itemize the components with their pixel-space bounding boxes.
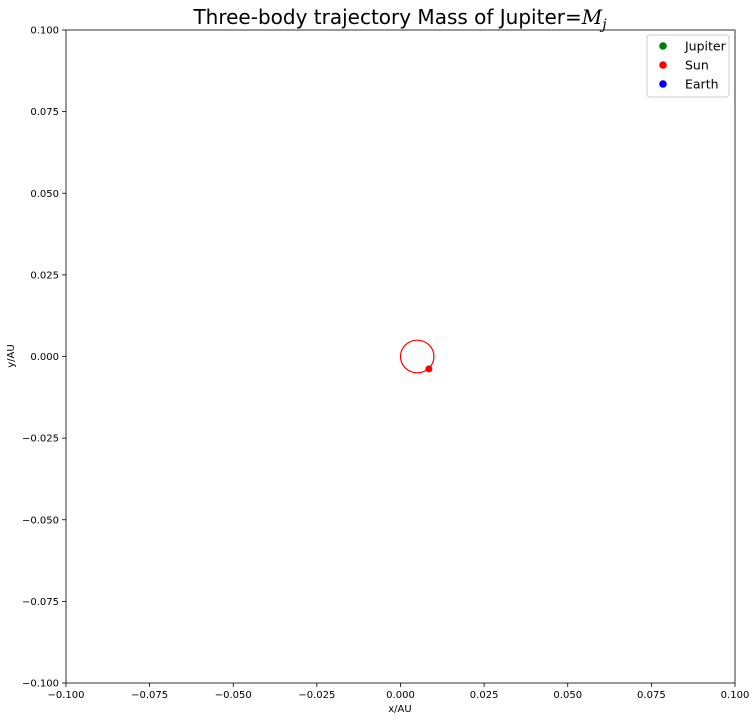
x-tick-label: 0.050	[553, 690, 582, 701]
legend-box	[646, 34, 730, 98]
chart-title-text: Three-body trajectory Mass of Jupiter=	[192, 5, 581, 29]
x-tick-label: 0.075	[637, 690, 666, 701]
x-tick-label: −0.075	[131, 690, 168, 701]
y-tick-label: 0.100	[30, 26, 59, 37]
sun-trajectory	[399, 339, 435, 374]
y-tick-label: −0.025	[22, 434, 59, 445]
x-tick-label: −0.100	[47, 690, 84, 701]
legend: Jupiter Sun Earth	[646, 34, 730, 98]
x-tick-label: 0.000	[386, 690, 415, 701]
plot-area	[65, 29, 736, 684]
legend-marker-jupiter	[659, 42, 667, 50]
chart-title-math: M	[581, 5, 603, 29]
y-tick-label: 0.050	[30, 189, 59, 200]
legend-label-sun: Sun	[685, 58, 709, 73]
sun-point	[425, 365, 433, 373]
y-tick-label: 0.025	[30, 270, 59, 281]
y-tick-label: −0.100	[22, 679, 59, 690]
x-tick-label: 0.025	[470, 690, 499, 701]
legend-marker-earth	[659, 80, 667, 88]
legend-marker-sun	[659, 61, 667, 69]
y-tick-label: −0.050	[22, 515, 59, 526]
y-tick-label: −0.075	[22, 597, 59, 608]
chart-title: Three-body trajectory Mass of Jupiter=Mj	[192, 5, 607, 33]
legend-label-jupiter: Jupiter	[684, 39, 727, 54]
x-tick-label: −0.025	[298, 690, 335, 701]
y-tick-label: 0.000	[30, 352, 59, 363]
axis-ticks: −0.100 −0.075 −0.050 −0.025 0.000 0.025 0.050 0…	[22, 26, 749, 702]
legend-label-earth: Earth	[685, 77, 719, 92]
x-tick-label: 0.100	[721, 690, 750, 701]
x-tick-label: −0.050	[215, 690, 252, 701]
chart-title-subscript: j	[599, 17, 607, 33]
y-tick-label: 0.075	[30, 107, 59, 118]
y-axis-label: y/AU	[6, 344, 17, 367]
x-axis-label: x/AU	[388, 704, 411, 715]
